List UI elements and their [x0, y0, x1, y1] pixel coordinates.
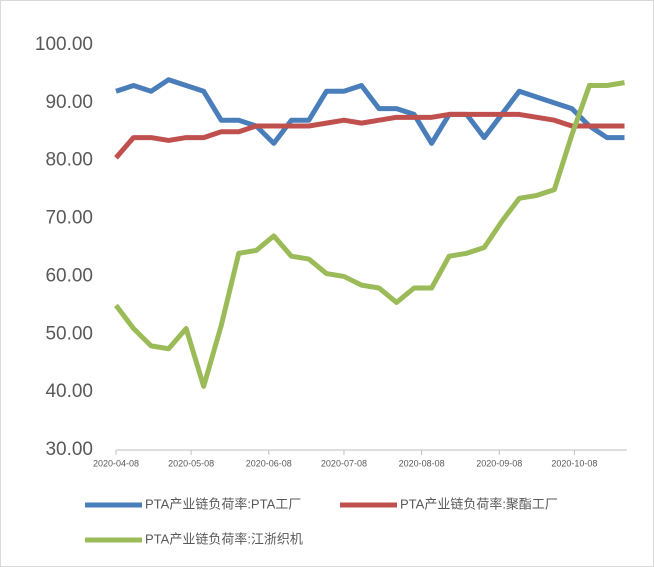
y-tick-label: 40.00	[45, 381, 93, 402]
x-tick-label: 2020-04-08	[93, 458, 139, 468]
line-series	[114, 80, 625, 389]
line-series	[114, 111, 625, 160]
y-tick-label: 90.00	[45, 92, 93, 113]
x-tick-label: 2020-07-08	[321, 458, 367, 468]
x-tick-label: 2020-06-08	[246, 458, 292, 468]
legend-label: PTA产业链负荷率:PTA工厂	[145, 496, 301, 511]
y-tick-label: 30.00	[45, 439, 93, 460]
x-tick-label: 2020-10-08	[551, 458, 597, 468]
x-tick-label: 2020-05-08	[168, 458, 214, 468]
x-tick-label: 2020-09-08	[476, 458, 522, 468]
y-tick-label: 80.00	[45, 150, 93, 171]
legend-label: PTA产业链负荷率:江浙织机	[145, 531, 303, 546]
y-tick-label: 100.00	[35, 34, 93, 55]
y-tick-label: 50.00	[45, 323, 93, 344]
x-tick-label: 2020-08-08	[399, 458, 445, 468]
y-tick-label: 60.00	[45, 265, 93, 286]
y-tick-label: 70.00	[45, 208, 93, 229]
line-series	[115, 77, 625, 146]
legend-label: PTA产业链负荷率:聚酯工厂	[400, 496, 558, 511]
